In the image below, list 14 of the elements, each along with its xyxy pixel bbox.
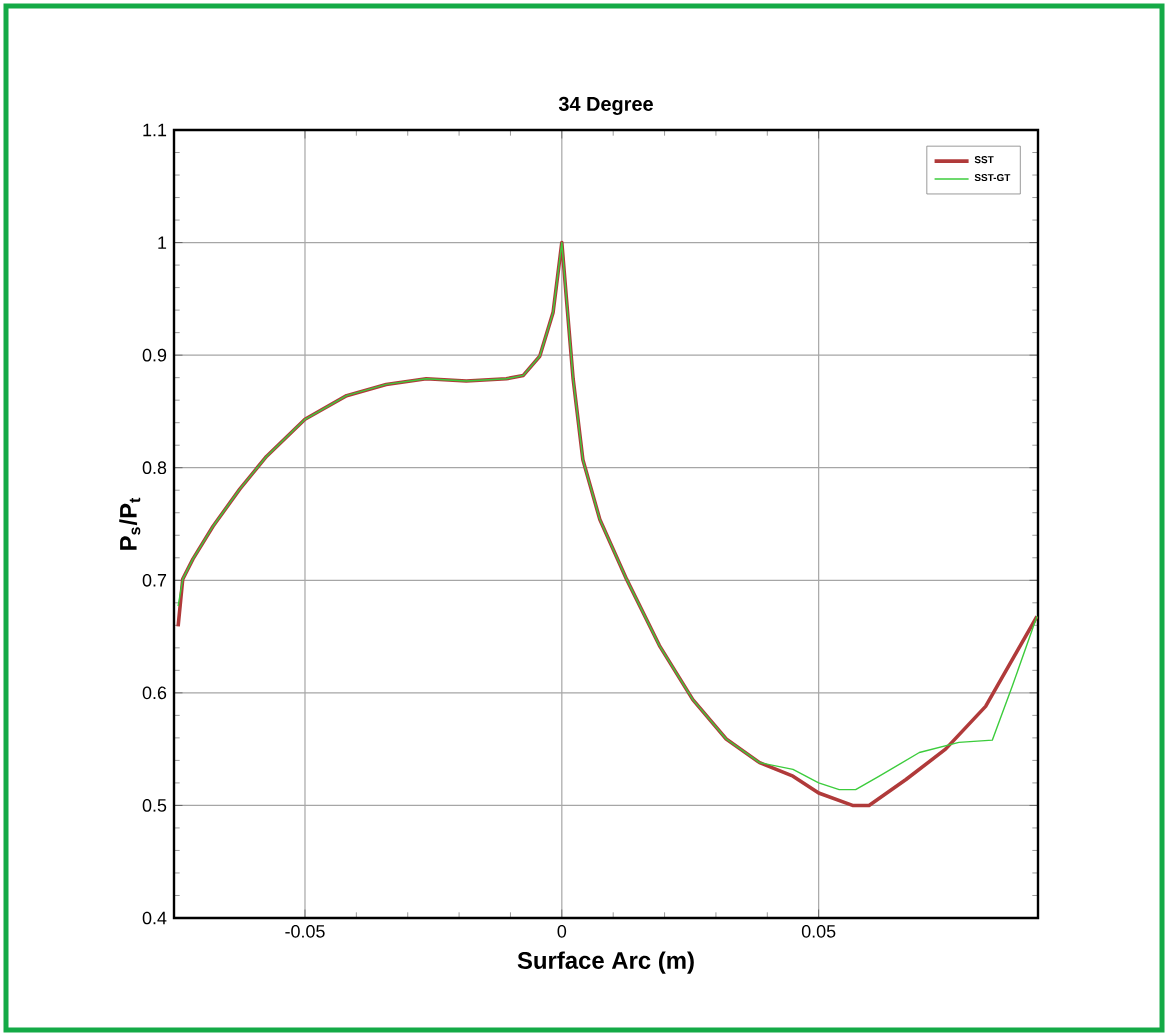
- y-axis-title: P$_{s}$/P$_{t}$: [119, 497, 141, 550]
- chart-title: 34 Degree: [558, 96, 653, 115]
- y-tick-label: 0.4: [142, 911, 167, 925]
- x-tick-label: -0.05: [285, 925, 325, 938]
- y-tick-label: 0.5: [142, 799, 167, 812]
- x-tick-label: 0.05: [801, 925, 836, 938]
- y-tick-label: 1: [158, 236, 167, 249]
- y-tick-label: 0.6: [142, 686, 167, 700]
- y-tick-label: 1.1: [143, 123, 167, 137]
- x-tick-label: 0: [557, 925, 567, 938]
- y-tick-label: 0.9: [142, 348, 167, 362]
- x-axis-title: Surface Arc (m): [517, 951, 694, 974]
- y-tick-label: 0.8: [142, 461, 167, 475]
- y-tick-label: 0.7: [142, 573, 167, 587]
